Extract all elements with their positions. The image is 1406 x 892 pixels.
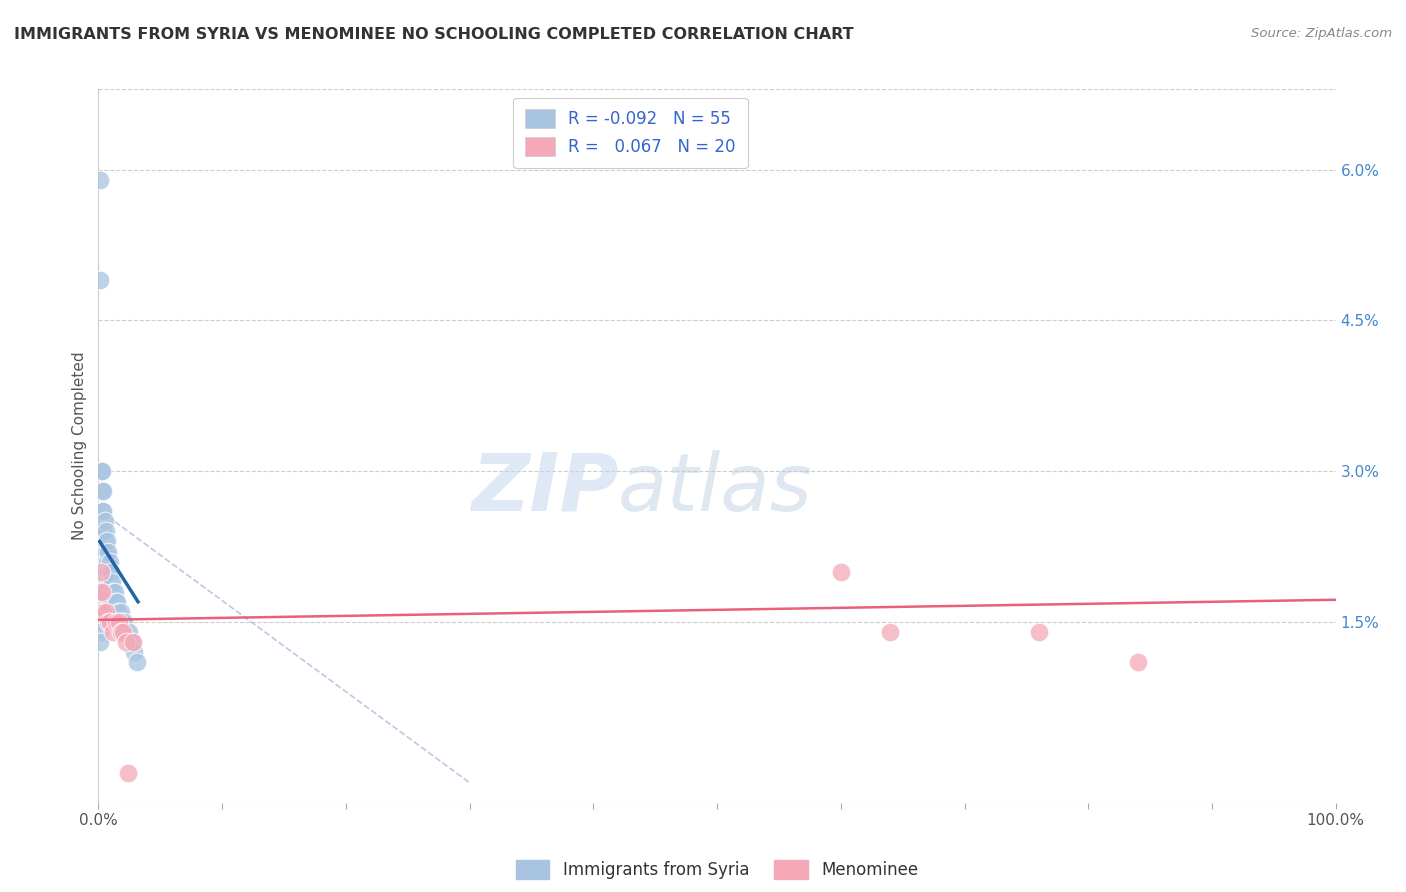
Point [89,544,111,558]
Point [94,544,117,558]
Point [104,615,127,629]
Point [90,595,112,609]
Point [1126,655,1149,669]
Point [89,624,111,639]
Point [93,524,115,539]
Point [89,584,111,599]
Point [110,605,132,619]
Point [93,534,115,549]
Point [93,504,115,518]
Point [89,635,111,649]
Point [89,273,111,287]
Point [91,544,114,558]
Point [112,624,135,639]
Point [97,565,120,579]
Point [90,515,112,529]
Text: ZIP: ZIP [471,450,619,528]
Point [93,515,115,529]
Point [91,504,114,518]
Point [91,484,114,499]
Point [112,615,135,629]
Point [93,544,115,558]
Point [93,605,115,619]
Point [118,624,141,639]
Point [830,565,852,579]
Point [108,615,131,629]
Point [1028,624,1050,639]
Point [89,605,111,619]
Point [93,484,115,499]
Point [91,524,114,539]
Text: IMMIGRANTS FROM SYRIA VS MENOMINEE NO SCHOOLING COMPLETED CORRELATION CHART: IMMIGRANTS FROM SYRIA VS MENOMINEE NO SC… [14,27,853,42]
Point [94,605,117,619]
Point [89,605,111,619]
Point [90,584,112,599]
Point [125,655,148,669]
Point [96,574,118,589]
Legend: Immigrants from Syria, Menominee: Immigrants from Syria, Menominee [508,851,927,888]
Point [114,624,136,639]
Point [89,595,111,609]
Point [97,544,120,558]
Point [90,565,112,579]
Point [91,464,114,478]
Point [91,565,114,579]
Point [89,615,111,629]
Point [879,624,901,639]
Point [103,624,125,639]
Point [124,645,146,659]
Point [117,765,139,780]
Point [93,574,115,589]
Point [90,565,112,579]
Point [107,605,129,619]
Point [89,565,111,579]
Point [101,574,124,589]
Point [122,635,145,649]
Point [111,615,134,629]
Point [89,574,111,589]
Point [94,524,117,539]
Point [93,555,115,569]
Point [96,534,118,549]
Point [98,555,121,569]
Point [100,565,122,579]
Point [103,584,125,599]
Point [90,464,112,478]
Point [105,595,128,609]
Text: Source: ZipAtlas.com: Source: ZipAtlas.com [1251,27,1392,40]
Point [121,635,143,649]
Point [89,584,111,599]
Y-axis label: No Schooling Completed: No Schooling Completed [72,351,87,541]
Point [96,555,118,569]
Point [103,584,125,599]
Point [98,574,121,589]
Point [89,172,111,186]
Point [97,615,120,629]
Point [110,624,132,639]
Point [98,615,121,629]
Point [91,584,114,599]
Point [114,635,136,649]
Point [104,595,127,609]
Point [94,565,117,579]
Text: atlas: atlas [619,450,813,528]
